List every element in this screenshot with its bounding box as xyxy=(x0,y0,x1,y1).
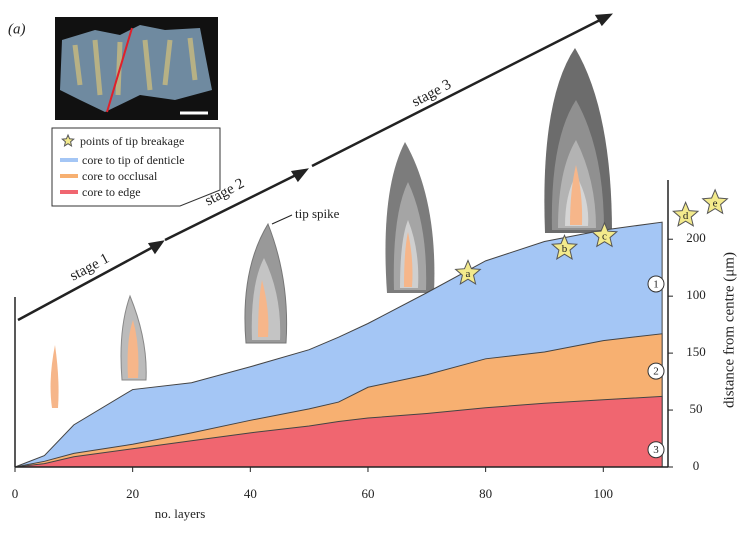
breakage-star xyxy=(454,259,482,285)
x-tick-label: 40 xyxy=(244,486,257,501)
x-tick-label: 20 xyxy=(126,486,139,501)
breakage-star xyxy=(590,221,619,248)
breakage-star xyxy=(672,200,700,227)
breakage-label: d xyxy=(683,210,689,222)
breakage-label: e xyxy=(713,197,718,209)
x-tick-label: 100 xyxy=(594,486,614,501)
annotation-arrow xyxy=(271,214,293,225)
legend-box xyxy=(51,127,221,207)
y-tick-label: 100 xyxy=(686,287,706,302)
breakage-label: c xyxy=(602,230,607,242)
area-label-circle xyxy=(647,275,665,293)
y-tick-label: 200 xyxy=(686,230,706,245)
breakage-star xyxy=(701,188,729,215)
area-label: 3 xyxy=(653,444,659,456)
panel-label: (a) xyxy=(8,21,26,37)
area-label-circle xyxy=(647,441,665,459)
denticle-sketches xyxy=(50,48,612,408)
legend-label: core to occlusal xyxy=(82,169,158,183)
plot: 1 2 3 a b c d e 0 20 40 60 80 100 0 50 150 100 200 xyxy=(12,188,729,501)
y-axis-label: distance from centre (μm) xyxy=(721,252,737,408)
legend-label: points of tip breakage xyxy=(80,134,184,148)
legend: points of tip breakage core to tip of den… xyxy=(60,133,185,199)
annotation: tip spike xyxy=(295,206,340,221)
stage-label: stage 1 xyxy=(67,251,112,285)
breakage-star xyxy=(550,233,579,260)
y-tick-label: 50 xyxy=(690,401,703,416)
area xyxy=(14,395,663,468)
x-tick-label: 60 xyxy=(361,486,374,501)
y-tick-label: 0 xyxy=(693,458,700,473)
x-tick-label: 80 xyxy=(479,486,492,501)
area-label-circle xyxy=(647,362,665,380)
stage-arrows xyxy=(17,13,613,322)
x-axis-label: no. layers xyxy=(155,506,206,521)
y-tick-label: 150 xyxy=(686,344,706,359)
photo-inset xyxy=(55,17,218,120)
area-label: 1 xyxy=(653,278,659,290)
area-label: 2 xyxy=(653,366,659,378)
legend-star xyxy=(61,133,75,147)
legend-label: core to tip of denticle xyxy=(82,153,185,167)
breakage-label: b xyxy=(562,243,568,255)
x-tick-label: 0 xyxy=(12,486,19,501)
legend-label: core to edge xyxy=(82,185,141,199)
breakage-label: a xyxy=(466,268,471,280)
